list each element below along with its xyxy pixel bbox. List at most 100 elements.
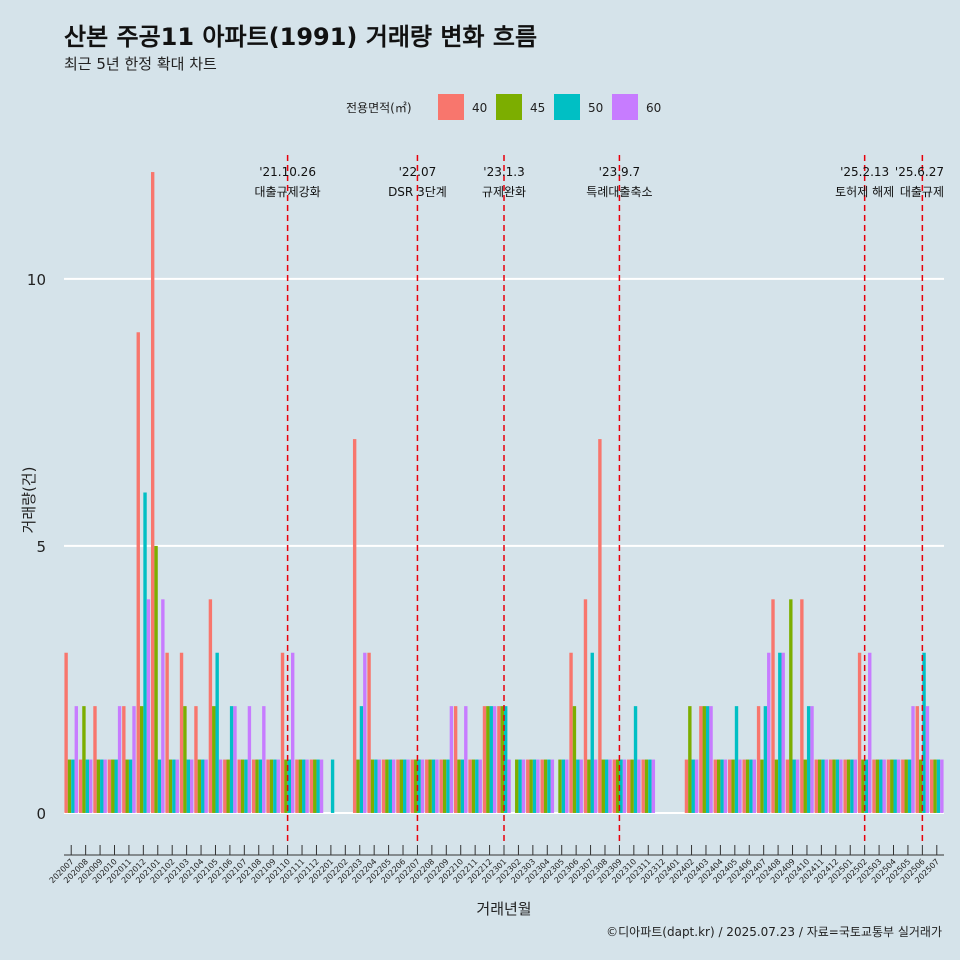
bar-45-202307 <box>587 759 591 813</box>
bar-45-202503 <box>875 759 880 813</box>
bar-50-202108 <box>258 759 263 813</box>
bar-60-202109 <box>276 759 280 813</box>
bar-40-202501 <box>843 759 847 813</box>
bar-60-202105 <box>218 759 223 813</box>
bar-50-202207 <box>417 759 421 813</box>
bar-50-202204 <box>374 759 378 813</box>
bar-60-202102 <box>175 759 179 813</box>
bar-50-202409 <box>792 759 796 813</box>
bar-40-202504 <box>886 759 891 813</box>
bar-40-202310 <box>627 759 631 813</box>
event-date-2: '22.07 <box>399 165 437 179</box>
bar-40-202412 <box>829 759 833 813</box>
bar-45-202010 <box>111 759 115 813</box>
bar-60-202308 <box>608 759 612 813</box>
y-tick-label-5: 5 <box>36 538 46 556</box>
bar-50-202008 <box>85 759 90 813</box>
bar-45-202501 <box>846 759 851 813</box>
y-tick-label-0: 0 <box>36 805 46 823</box>
bar-45-202308 <box>601 759 605 813</box>
bar-45-202408 <box>774 759 779 813</box>
bar-40-202107 <box>237 759 241 813</box>
bar-40-202303 <box>526 759 530 813</box>
bar-50-202007 <box>71 759 75 813</box>
bar-50-202310 <box>633 706 638 813</box>
bar-40-202110 <box>280 652 285 813</box>
bar-45-202009 <box>96 759 101 813</box>
bar-60-202305 <box>565 759 569 813</box>
bar-60-202011 <box>132 706 136 813</box>
bar-50-202504 <box>893 759 897 813</box>
bar-45-202007 <box>67 759 72 813</box>
legend-label-45: 45 <box>530 101 545 115</box>
event-date-3: '23.1.3 <box>483 165 524 179</box>
bar-45-202304 <box>543 759 548 813</box>
bar-45-202502 <box>861 759 865 813</box>
bar-50-202011 <box>128 759 133 813</box>
bar-45-202505 <box>904 759 908 813</box>
bar-40-202007 <box>64 652 68 813</box>
bar-50-202506 <box>922 652 926 813</box>
bar-60-202408 <box>781 652 785 813</box>
bar-45-202410 <box>803 759 807 813</box>
x-axis-label: 거래년월 <box>476 900 531 918</box>
bar-45-202203 <box>356 759 360 813</box>
event-label-2: DSR 3단계 <box>388 185 447 199</box>
bar-40-202308 <box>598 439 602 813</box>
bar-40-202008 <box>78 759 83 813</box>
bar-50-202311 <box>648 759 652 813</box>
bar-50-202110 <box>287 759 291 813</box>
bar-60-202108 <box>262 706 266 813</box>
bar-60-202409 <box>795 759 800 813</box>
bar-40-202411 <box>814 759 818 813</box>
bar-45-202310 <box>630 759 634 813</box>
bar-50-202405 <box>734 706 739 813</box>
legend-swatch-45 <box>496 94 522 120</box>
bar-50-202103 <box>186 759 191 813</box>
bar-50-202210 <box>460 759 465 813</box>
bar-40-202304 <box>540 759 544 813</box>
bar-40-202311 <box>641 759 645 813</box>
bar-50-202212 <box>489 706 493 813</box>
bar-40-202203 <box>352 439 357 813</box>
bar-45-202012 <box>139 706 144 813</box>
bar-40-202408 <box>771 599 775 813</box>
bar-40-202407 <box>756 706 761 813</box>
bar-50-202209 <box>446 759 450 813</box>
bar-60-202008 <box>89 759 93 813</box>
bar-45-202412 <box>832 759 836 813</box>
event-label-6: 대출규제 <box>900 185 944 199</box>
bar-60-202405 <box>738 759 742 813</box>
event-date-1: '21.10.26 <box>259 165 316 179</box>
bar-45-202407 <box>760 759 764 813</box>
bar-60-202304 <box>550 759 555 813</box>
bar-40-202212 <box>482 706 487 813</box>
bar-50-202208 <box>431 759 436 813</box>
bar-45-202107 <box>240 759 245 813</box>
bar-40-202207 <box>410 759 415 813</box>
bar-60-202506 <box>925 706 930 813</box>
bar-50-202106 <box>229 706 234 813</box>
bar-40-202208 <box>425 759 429 813</box>
bar-60-202403 <box>709 706 713 813</box>
bar-40-202405 <box>728 759 732 813</box>
bar-40-202403 <box>699 706 703 813</box>
bar-40-202306 <box>569 652 573 813</box>
caption: ©디아파트(dapt.kr) / 2025.07.23 / 자료=국토교통부 실… <box>606 925 942 939</box>
bar-40-202206 <box>396 759 400 813</box>
bar-45-202205 <box>385 759 389 813</box>
bar-40-202012 <box>136 332 140 813</box>
bar-60-202306 <box>579 759 583 813</box>
bar-45-202402 <box>688 706 692 813</box>
bar-45-202305 <box>558 759 562 813</box>
bar-60-202311 <box>651 759 656 813</box>
legend-label-40: 40 <box>472 101 487 115</box>
bar-40-202402 <box>684 759 689 813</box>
bar-45-202102 <box>168 759 173 813</box>
event-lines: '21.10.26 대출규제강화 '22.07 DSR 3단계 '23.1.3 규제완화 '… <box>254 155 944 845</box>
event-date-5: '25.2.13 <box>840 165 889 179</box>
bar-60-202107 <box>247 706 252 813</box>
bar-60-202501 <box>853 759 858 813</box>
bar-50-202402 <box>691 759 695 813</box>
bar-50-202404 <box>720 759 724 813</box>
